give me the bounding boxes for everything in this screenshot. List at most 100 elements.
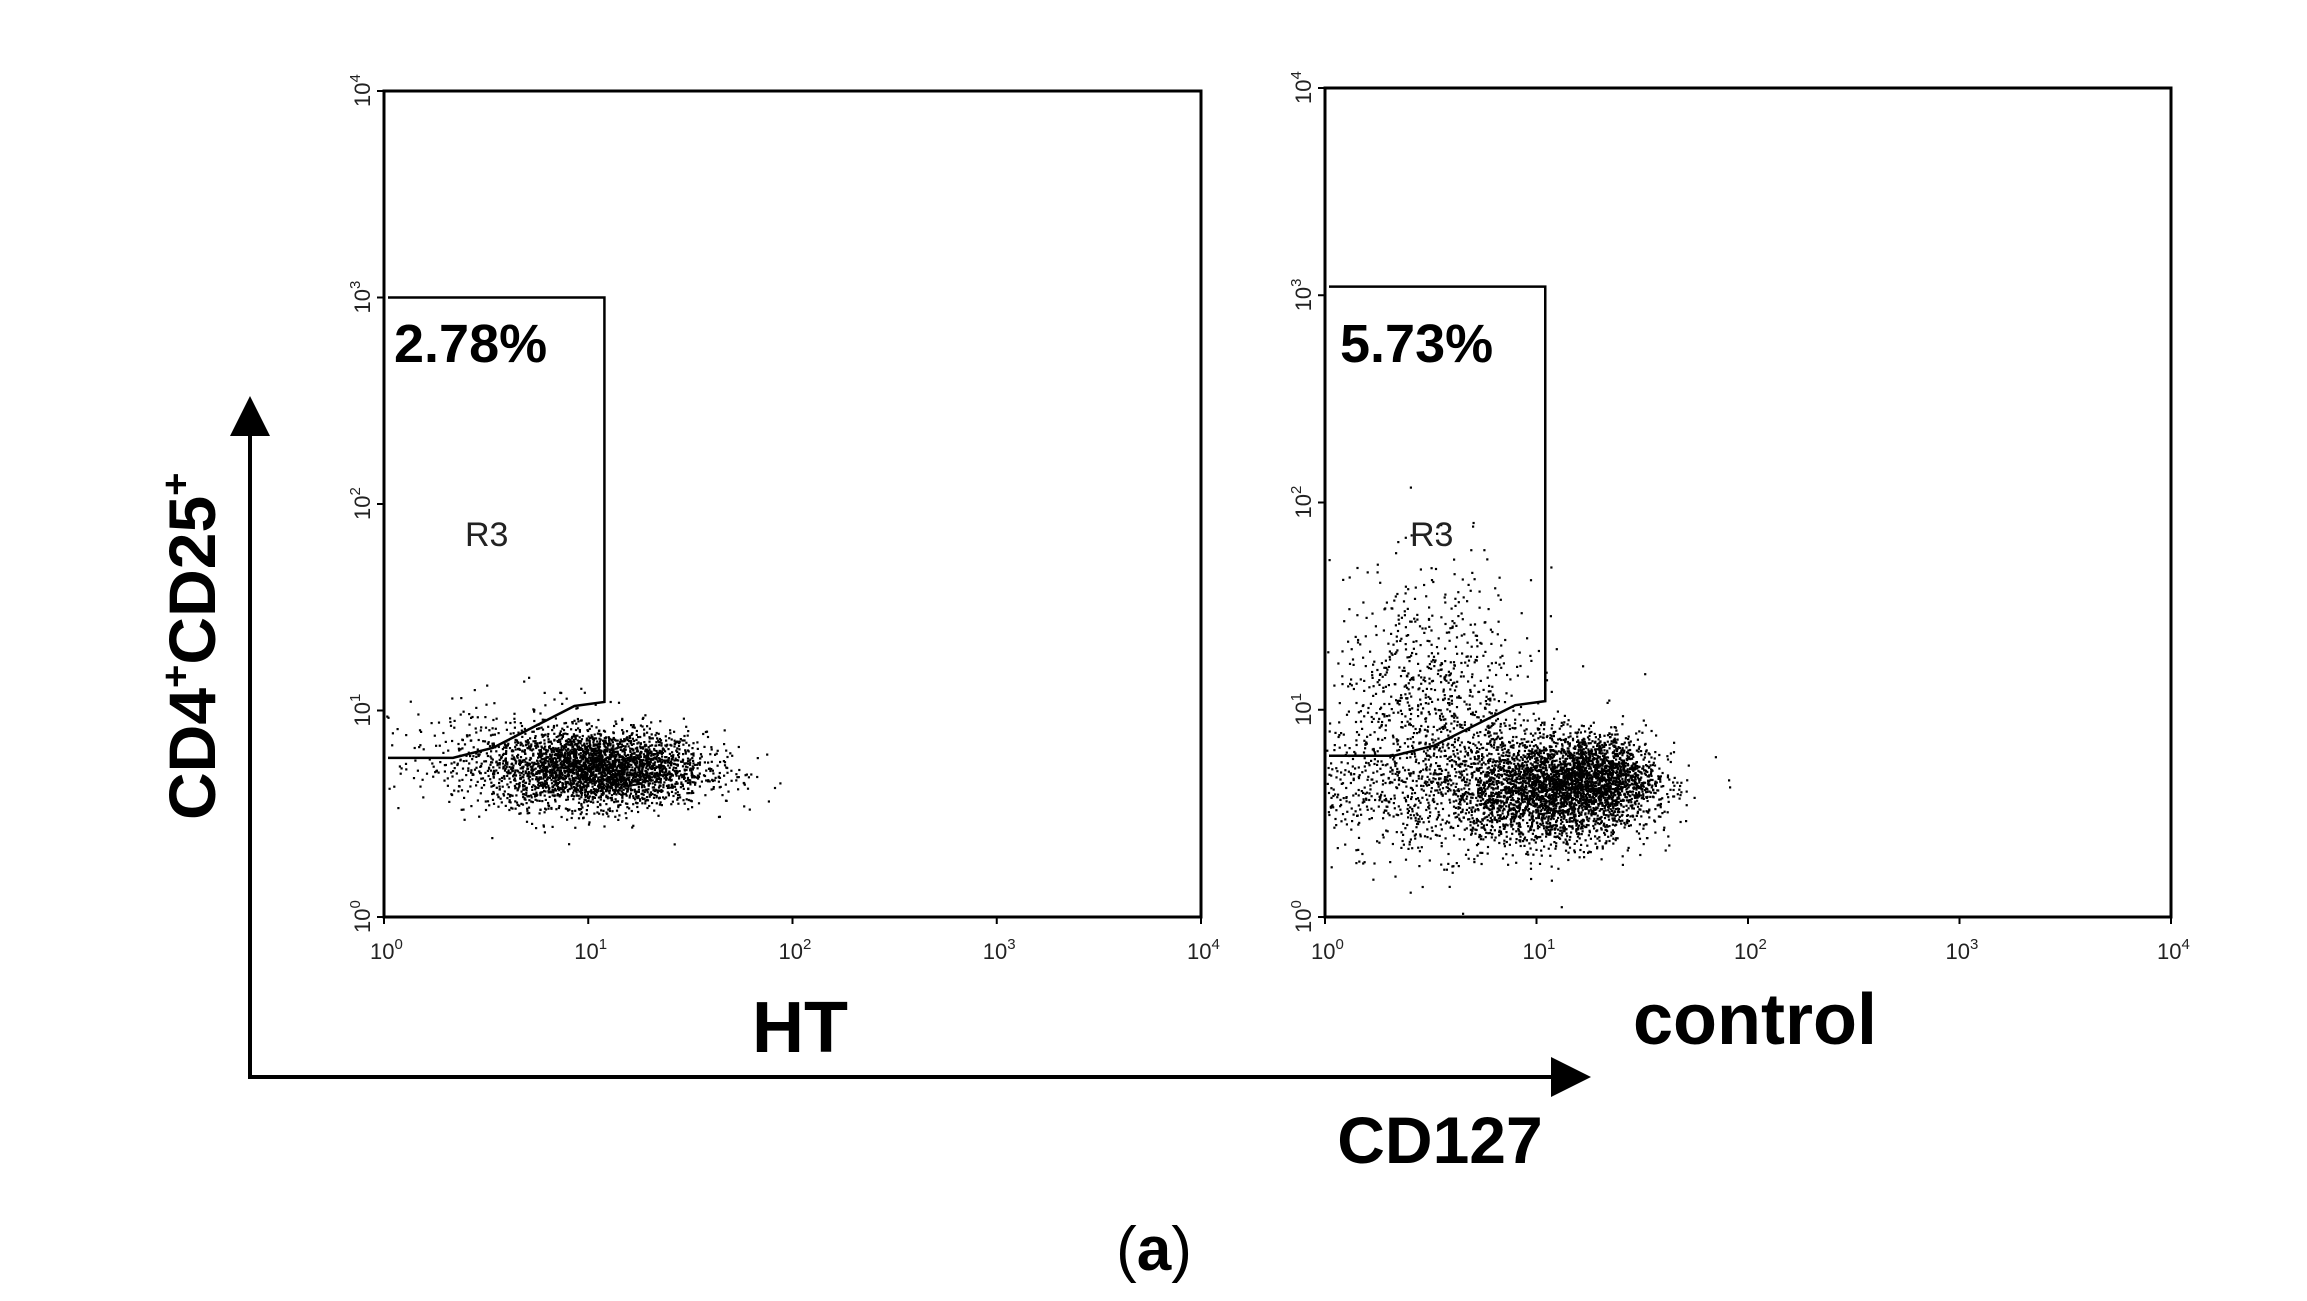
- scatter-point-control-c0-555: [1575, 824, 1578, 827]
- scatter-point-ht-c0-1367: [699, 753, 703, 756]
- scatter-point-ht-c0-2952: [619, 779, 622, 782]
- scatter-point-control-c0-37: [1526, 805, 1529, 808]
- scatter-point-control-c0-820: [1550, 879, 1553, 882]
- scatter-point-ht-c0-2023: [598, 754, 601, 757]
- scatter-point-control-c0-896: [1566, 787, 1569, 790]
- scatter-point-ht-c0-1799: [515, 743, 518, 747]
- scatter-point-ht-c0-2110: [628, 807, 631, 810]
- scatter-point-ht-c0-3146: [644, 769, 647, 772]
- scatter-point-ht-c0-2105: [708, 780, 711, 783]
- scatter-point-ht-c0-765: [555, 735, 558, 739]
- scatter-point-control-c0-1353: [1550, 794, 1554, 797]
- scatter-point-ht-c0-33: [630, 763, 633, 766]
- scatter-point-control-c0-33: [1590, 814, 1593, 817]
- scatter-point-ht-c0-776: [532, 740, 535, 743]
- scatter-point-ht-c0-2349: [492, 771, 495, 774]
- scatter-point-ht-c0-522: [568, 843, 571, 846]
- scatter-point-ht-c0-3118: [630, 774, 633, 777]
- scatter-point-ht-c1-180: [521, 735, 524, 738]
- scatter-point-ht-c0-1946: [606, 747, 609, 750]
- scatter-point-control-c0-155: [1455, 799, 1458, 802]
- scatter-point-ht-c0-2543: [688, 744, 691, 747]
- scatter-point-control-c0-340: [1494, 773, 1497, 777]
- scatter-point-ht-c0-2569: [586, 774, 589, 777]
- scatter-point-control-c0-22: [1621, 754, 1624, 757]
- scatter-point-ht-c0-2882: [639, 754, 642, 757]
- scatter-point-ht-c0-1078: [571, 740, 574, 743]
- scatter-point-ht-c0-412: [556, 756, 559, 759]
- scatter-point-control-c0-1199: [1417, 777, 1420, 780]
- scatter-point-ht-c0-394: [682, 753, 685, 756]
- scatter-point-control-c0-999: [1450, 779, 1453, 782]
- scatter-point-ht-c0-2708: [542, 772, 545, 775]
- scatter-point-control-c0-1022: [1612, 807, 1615, 810]
- scatter-point-ht-c0-2590: [652, 796, 656, 799]
- scatter-point-ht-c0-1436: [564, 775, 567, 778]
- scatter-point-control-c0-233: [1510, 778, 1513, 781]
- scatter-point-control-c0-1340: [1505, 835, 1508, 838]
- scatter-point-ht-c0-2670: [606, 780, 610, 783]
- scatter-point-ht-c0-1509: [617, 764, 620, 768]
- scatter-point-control-c0-148: [1470, 833, 1473, 836]
- scatter-point-ht-c0-3069: [553, 750, 556, 753]
- scatter-point-ht-c1-27: [480, 762, 483, 765]
- scatter-point-control-c0-1062: [1535, 817, 1538, 820]
- scatter-point-ht-c0-2833: [571, 762, 574, 765]
- scatter-point-ht-c0-219: [490, 781, 493, 784]
- scatter-point-ht-c0-1579: [538, 785, 541, 788]
- scatter-point-ht-c0-3067: [583, 801, 586, 804]
- scatter-point-ht-c0-3050: [668, 737, 671, 740]
- scatter-point-control-c0-467: [1540, 772, 1543, 775]
- scatter-point-control-c0-174: [1505, 840, 1508, 844]
- scatter-point-ht-c0-2941: [543, 794, 546, 797]
- scatter-point-control-c0-181: [1582, 851, 1585, 854]
- scatter-point-ht-c0-2889: [623, 751, 626, 754]
- scatter-point-control-c0-339: [1541, 833, 1544, 836]
- scatter-point-ht-c0-1731: [578, 774, 581, 777]
- scatter-point-control-c0-241: [1609, 808, 1612, 811]
- scatter-point-ht-c0-2838: [536, 759, 539, 762]
- scatter-point-ht-c0-2577: [668, 766, 671, 769]
- scatter-point-ht-c0-1553: [647, 746, 650, 749]
- scatter-point-ht-c1-137: [541, 746, 544, 749]
- scatter-point-ht-c0-332: [520, 790, 523, 793]
- scatter-point-ht-c0-2090: [553, 789, 556, 792]
- scatter-point-ht-c0-1439: [696, 741, 699, 744]
- scatter-point-ht-c0-242: [643, 790, 646, 793]
- scatter-point-ht-c0-2888: [631, 759, 634, 762]
- scatter-point-ht-c0-2748: [681, 765, 685, 768]
- scatter-point-ht-c1-172: [560, 745, 563, 748]
- scatter-point-ht-c0-1858: [539, 759, 542, 762]
- scatter-point-ht-c0-1013: [623, 749, 626, 752]
- scatter-point-ht-c0-2138: [558, 774, 562, 777]
- scatter-point-ht-c0-2645: [547, 784, 550, 787]
- scatter-point-ht-c0-704: [508, 799, 511, 802]
- scatter-point-ht-c0-1786: [748, 808, 751, 811]
- scatter-point-ht-c0-2226: [555, 761, 558, 764]
- scatter-point-ht-c0-2704: [691, 768, 694, 771]
- scatter-point-ht-c1-26: [585, 746, 588, 750]
- scatter-point-control-c0-1119: [1599, 758, 1602, 761]
- scatter-point-control-c0-1315: [1463, 838, 1466, 841]
- scatter-point-ht-c0-2644: [726, 771, 729, 774]
- scatter-point-control-c0-1243: [1565, 798, 1568, 801]
- scatter-point-ht-c0-1692: [513, 774, 516, 777]
- scatter-point-control-c0-1336: [1568, 825, 1571, 828]
- scatter-point-ht-c0-1069: [448, 800, 451, 803]
- scatter-point-ht-c0-889: [650, 737, 653, 740]
- scatter-point-ht-c0-2244: [522, 779, 525, 782]
- scatter-point-ht-c0-1474: [605, 811, 608, 814]
- scatter-point-ht-c0-3117: [640, 792, 643, 796]
- scatter-point-control-c0-954: [1548, 793, 1551, 796]
- scatter-point-ht-c0-189: [543, 811, 546, 814]
- scatter-point-ht-c0-1889: [557, 806, 560, 810]
- scatter-point-ht-c0-2057: [684, 780, 687, 783]
- scatter-point-ht-c1-101: [460, 789, 464, 792]
- scatter-point-control-c0-690: [1654, 780, 1657, 783]
- scatter-point-ht-c0-1835: [607, 763, 610, 766]
- scatter-point-ht-c0-2178: [532, 773, 535, 776]
- scatter-point-ht-c0-1956: [558, 771, 561, 774]
- scatter-point-ht-c0-1866: [572, 780, 575, 783]
- scatter-point-ht-c1-11: [470, 769, 473, 772]
- scatter-point-ht-c0-1990: [566, 781, 569, 784]
